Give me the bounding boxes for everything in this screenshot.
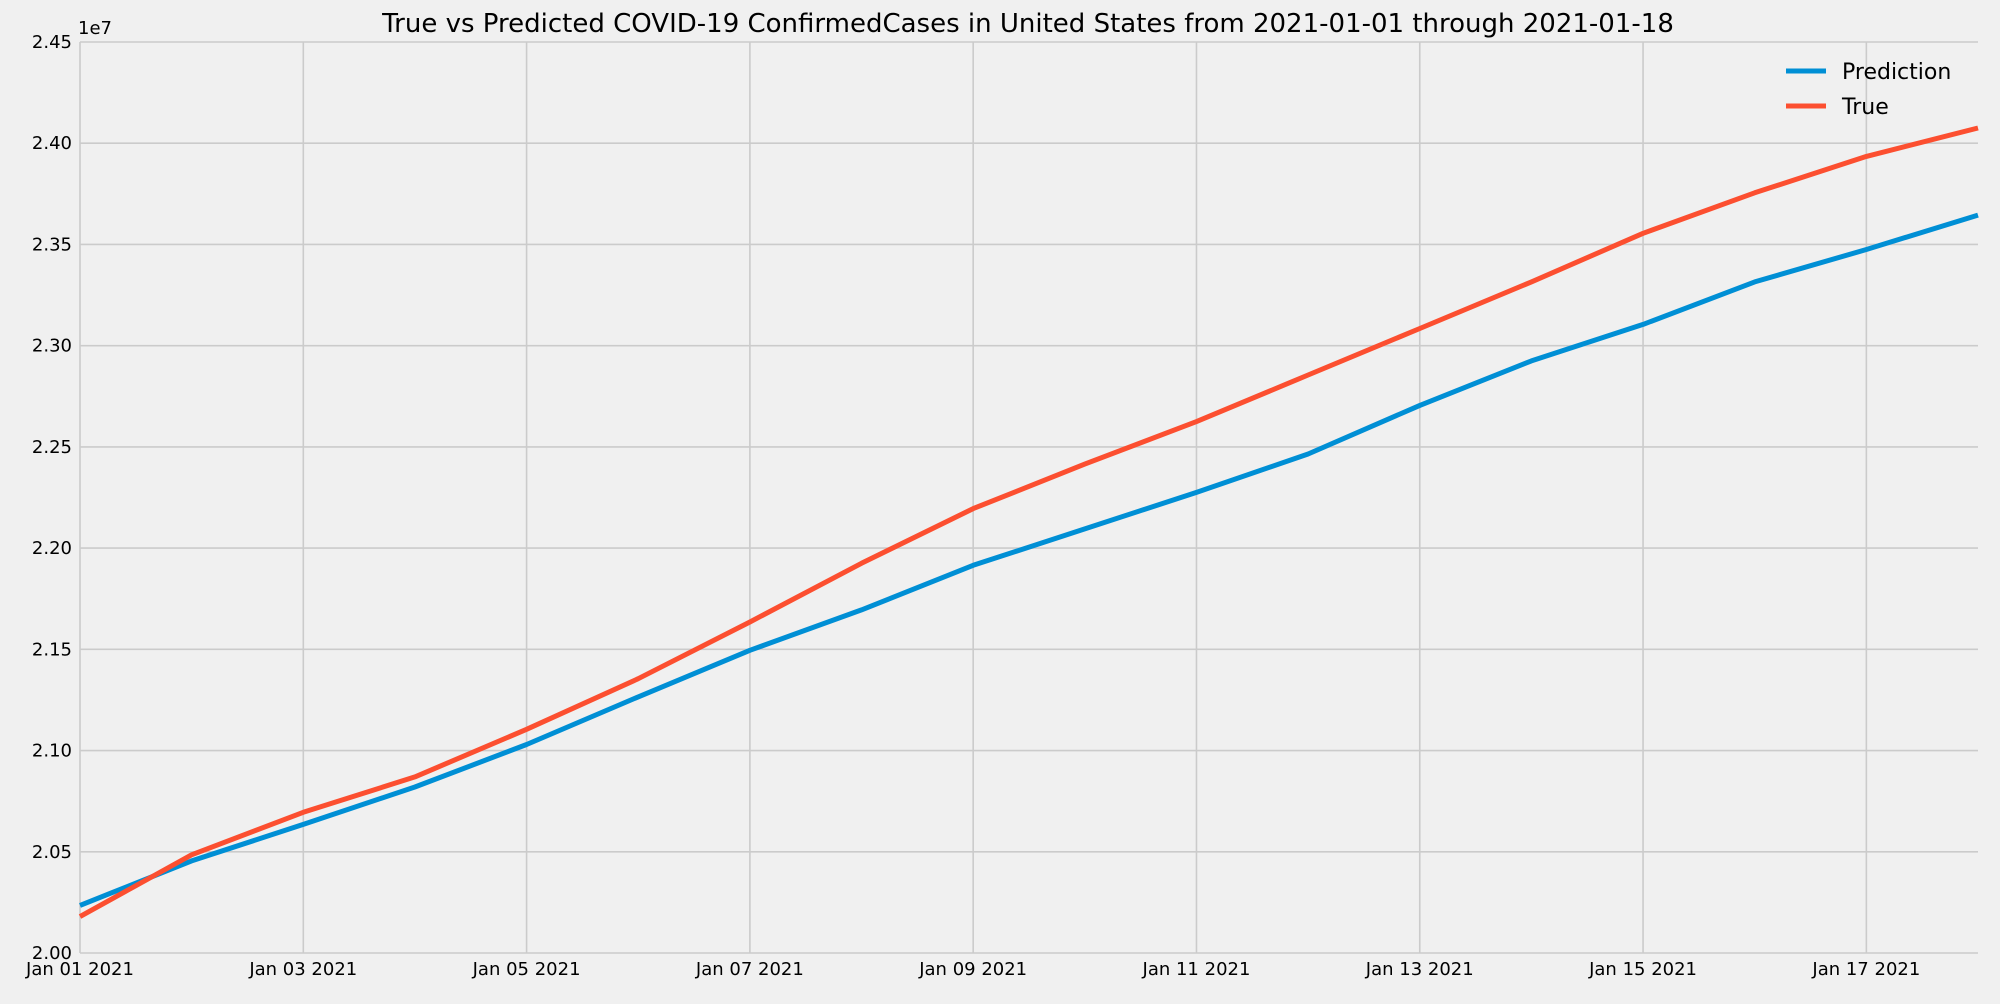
grid-lines [79, 41, 1978, 954]
x-tick-label: Jan 03 2021 [248, 959, 357, 980]
x-tick-label: Jan 11 2021 [1142, 959, 1251, 980]
x-tick-label: Jan 13 2021 [1365, 959, 1474, 980]
x-tick-label: Jan 15 2021 [1588, 959, 1697, 980]
y-tick-label: 2.20 [32, 538, 72, 559]
y-tick-label: 2.15 [32, 639, 72, 660]
y-tick-label: 2.05 [32, 842, 72, 863]
legend-label-true: True [1841, 95, 1889, 120]
x-tick-label: Jan 17 2021 [1811, 959, 1920, 980]
x-tick-label: Jan 05 2021 [472, 959, 581, 980]
legend: Prediction True [1786, 60, 1951, 120]
y-tick-label: 2.35 [32, 234, 72, 255]
x-tick-label: Jan 07 2021 [695, 959, 804, 980]
y-axis-tick-labels: 2.00 2.05 2.10 2.15 2.20 2.25 2.30 2.35 2.40 2.45 [32, 32, 72, 964]
x-tick-label: Jan 09 2021 [918, 959, 1027, 980]
y-tick-label: 2.40 [32, 133, 72, 154]
x-tick-label: Jan 01 2021 [25, 959, 134, 980]
series-line-true [78, 125, 1979, 919]
y-tick-label: 2.10 [32, 741, 72, 762]
y-tick-label: 2.25 [32, 437, 72, 458]
y-axis-offset-label: 1e7 [78, 18, 112, 39]
legend-label-prediction: Prediction [1842, 60, 1951, 85]
y-tick-label: 2.30 [32, 336, 72, 357]
series-lines [78, 125, 1979, 919]
x-axis-tick-labels: Jan 01 2021 Jan 03 2021 Jan 05 2021 Jan 07 … [25, 959, 1920, 980]
series-line-prediction [79, 212, 1979, 908]
y-tick-label: 2.45 [32, 32, 72, 53]
chart-title: True vs Predicted COVID-19 ConfirmedCase… [381, 9, 1674, 39]
y-tick-label: 2.00 [32, 943, 72, 964]
